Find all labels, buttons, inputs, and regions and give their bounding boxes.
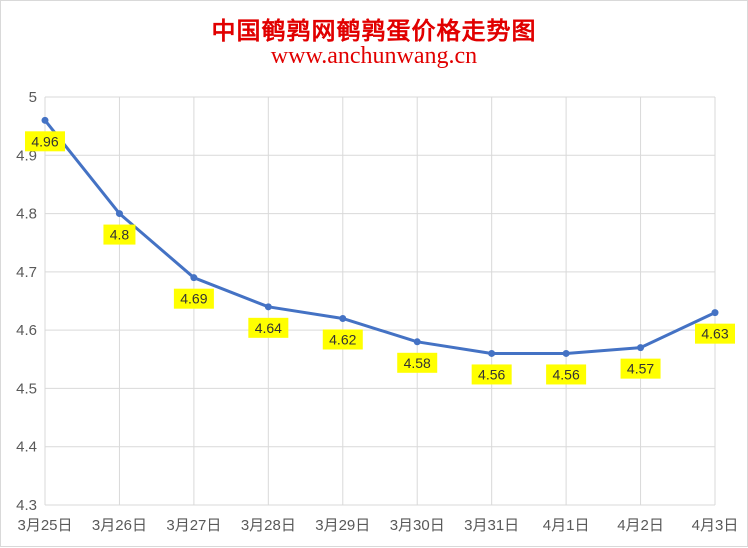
y-tick-label: 4.5 — [16, 380, 37, 397]
data-label: 4.64 — [255, 320, 282, 336]
data-label-bg — [322, 329, 363, 350]
data-point — [41, 116, 49, 124]
x-axis-labels: 3月25日 3月26日 3月27日 3月28日 3月29日 3月30日 3月31日 4月1日 4… — [17, 517, 738, 534]
data-point — [413, 338, 421, 346]
data-point — [711, 309, 719, 317]
data-point — [115, 210, 123, 218]
x-tick-label: 4月1日 — [543, 517, 590, 534]
data-label: 4.63 — [701, 326, 728, 342]
x-tick-label: 3月30日 — [390, 517, 445, 534]
data-label-bg — [173, 288, 214, 309]
data-label: 4.58 — [404, 355, 431, 371]
x-tick-label: 4月2日 — [617, 517, 664, 534]
data-point — [562, 349, 570, 357]
gridlines — [44, 96, 716, 506]
data-label-bg — [103, 224, 136, 245]
data-point — [637, 344, 645, 352]
x-tick-label: 3月31日 — [464, 517, 519, 534]
data-label: 4.8 — [110, 227, 130, 243]
chart-title: 中国鹌鹑网鹌鹑蛋价格走势图 — [211, 16, 537, 45]
y-tick-label: 4.8 — [16, 206, 37, 223]
data-label-bg — [25, 131, 65, 152]
data-label-bg — [695, 323, 735, 344]
x-tick-label: 3月29日 — [315, 517, 370, 534]
data-label-bg — [546, 364, 587, 385]
y-tick-label: 5 — [29, 89, 37, 106]
x-tick-label: 3月28日 — [241, 517, 296, 534]
series-line — [43, 118, 717, 355]
data-point — [339, 314, 347, 322]
y-tick-label: 4.7 — [16, 264, 37, 281]
data-label-bg — [620, 358, 661, 379]
x-tick-label: 3月26日 — [92, 517, 147, 534]
y-axis-labels: 4.3 4.4 4.5 4.6 4.7 4.8 4.9 5 — [16, 89, 37, 514]
data-point — [190, 274, 198, 282]
data-point — [488, 349, 496, 357]
data-label: 4.56 — [552, 366, 579, 382]
data-label-bg — [248, 317, 289, 338]
data-label-group: 4.96 4.8 4.69 4.64 4.62 4.58 4.56 4.56 4.57 4.63 — [25, 131, 735, 385]
chart-subtitle: www.anchunwang.cn — [270, 43, 478, 69]
data-label: 4.62 — [329, 331, 356, 347]
data-label: 4.56 — [478, 366, 505, 382]
data-label: 4.96 — [31, 133, 58, 149]
x-tick-label: 4月3日 — [692, 517, 739, 534]
y-tick-label: 4.3 — [16, 497, 37, 514]
y-tick-label: 4.6 — [16, 322, 37, 339]
x-tick-label: 3月27日 — [166, 517, 221, 534]
data-label: 4.69 — [180, 291, 207, 307]
series-line-group — [41, 116, 719, 357]
data-point — [264, 303, 272, 311]
y-tick-label: 4.9 — [16, 147, 37, 164]
x-tick-label: 3月25日 — [17, 517, 72, 534]
data-label: 4.57 — [627, 361, 654, 377]
y-tick-label: 4.4 — [16, 439, 37, 456]
data-label-bg — [471, 364, 512, 385]
data-label-bg — [397, 352, 438, 373]
